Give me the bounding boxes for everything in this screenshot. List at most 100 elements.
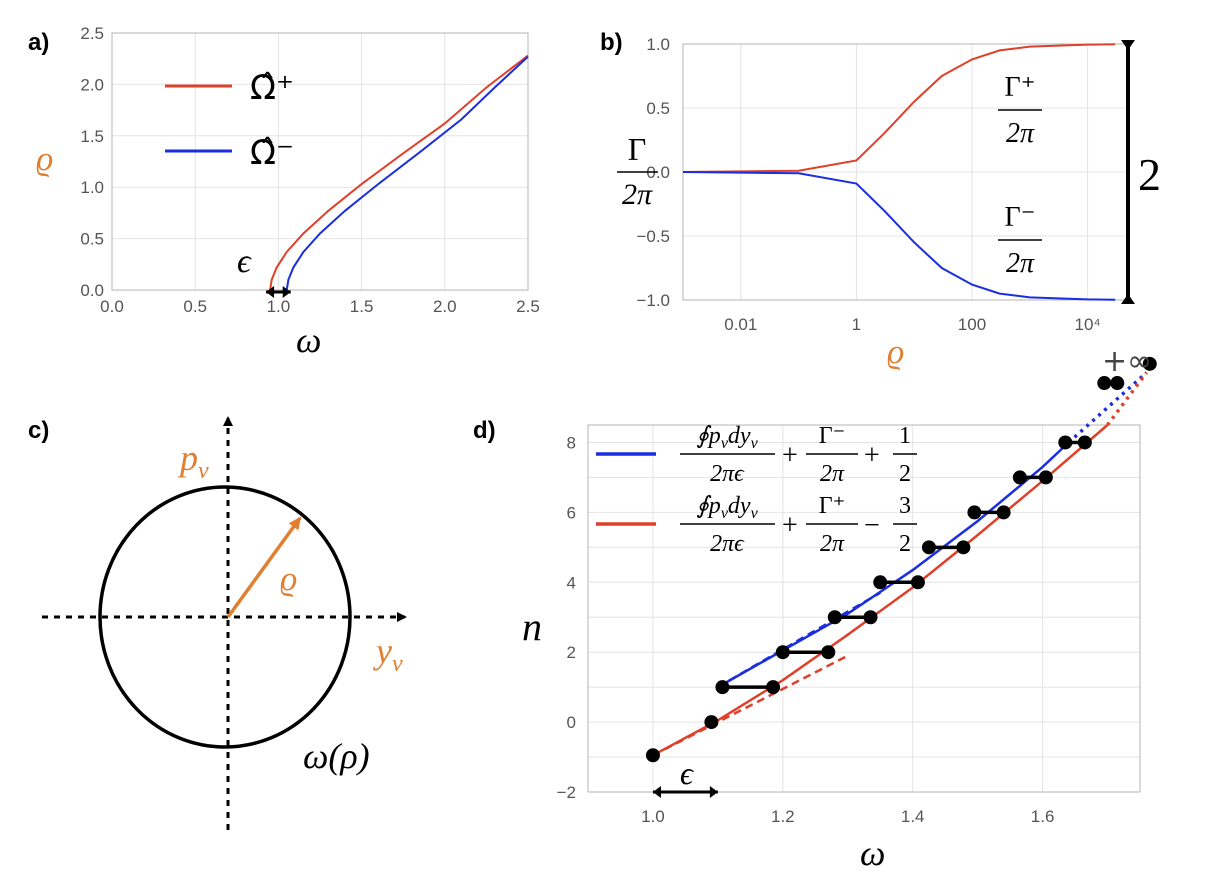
d-epsilon-bracket-right-cap [709, 786, 718, 798]
d-series-red-dotted [1106, 371, 1148, 427]
d-legend-gamma-den: 2π [820, 461, 845, 487]
d-ytick: 6 [567, 503, 576, 522]
rho-label: ϱ [280, 561, 297, 598]
d-legend-const-den: 2 [899, 531, 911, 557]
d-ytick: −2 [557, 783, 576, 802]
a-ytick: 2.0 [80, 75, 104, 94]
d-step-point [921, 540, 936, 555]
d-step-point [863, 610, 878, 625]
d-legend-sign: + [864, 440, 880, 471]
b-ytick: 1.0 [646, 35, 670, 54]
b-ytick: 0.0 [646, 163, 670, 182]
a-ytick: 1.0 [80, 178, 104, 197]
d-step-point [1077, 435, 1092, 450]
d-step-point [1012, 470, 1027, 485]
a-frame [111, 32, 529, 291]
d-point [645, 748, 660, 763]
d-series-blue-dashed [717, 591, 881, 689]
a-legend-label: Ω̂⁻ [250, 133, 294, 173]
d-epsilon-bracket-left-cap [652, 786, 661, 798]
b-xtick: 0.01 [724, 315, 757, 334]
a-xtick: 2.0 [433, 297, 457, 316]
d-series-red-dashed [652, 654, 849, 757]
b-xtick: 10⁴ [1074, 315, 1100, 334]
d-step-point [821, 645, 836, 660]
a-ylabel: ϱ [36, 141, 53, 178]
a-xtick: 0.5 [183, 297, 207, 316]
d-frame [587, 424, 1141, 793]
d-step-point [775, 645, 790, 660]
a-xtick: 2.5 [516, 297, 540, 316]
d-series-red [652, 424, 1109, 757]
a-epsilon-bracket-right-cap [282, 286, 291, 298]
b-ylabel-num: Γ [628, 131, 647, 167]
d-step-point [1058, 435, 1073, 450]
d-legend-integral-num: ∮pvdyv [696, 423, 758, 452]
a-series-minus [285, 55, 529, 291]
panel-label-a: a) [28, 29, 49, 56]
d-ytick: 0 [567, 713, 576, 732]
d-legend-sign: − [864, 510, 880, 541]
d-step-point [996, 505, 1011, 520]
d-ytick: 4 [567, 573, 576, 592]
panel-d-chart: 1.0 1.2 1.4 1.6−202468+∞nωϵ∮pvdyv2πϵ+Γ⁻2π+1… [522, 344, 1157, 873]
panel-label-d: d) [473, 417, 496, 444]
b-series-minus [682, 171, 1116, 301]
b-xtick: 100 [958, 315, 986, 334]
omega-rho-label: ω(ρ) [303, 736, 370, 776]
a-ytick: 0.5 [80, 230, 104, 249]
a-epsilon-bracket-left-cap [266, 286, 275, 298]
d-ytick: 2 [567, 643, 576, 662]
b-ytick: −1.0 [636, 291, 670, 310]
b-ylabel-den: 2π [622, 178, 653, 211]
d-infinity-point [1110, 376, 1125, 391]
panel-label-c: c) [28, 417, 49, 444]
b-bracket-bottom-cap [1121, 294, 1135, 304]
d-legend-plus: + [782, 510, 798, 541]
d-step-point [873, 575, 888, 590]
rho-arrow [226, 516, 302, 619]
d-legend-gamma-den: 2π [820, 531, 845, 557]
d-legend-const-num: 3 [899, 493, 911, 519]
a-ytick: 1.5 [80, 127, 104, 146]
a-xlabel: ω [296, 320, 321, 360]
d-infinity-label: +∞ [1102, 344, 1152, 379]
a-ytick: 2.5 [80, 24, 104, 43]
d-infinity-point [1142, 356, 1157, 371]
b-series-label-num: Γ⁻ [1005, 202, 1036, 233]
b-series-label-den: 2π [1006, 118, 1035, 149]
d-legend-integral-num: ∮pvdyv [696, 493, 758, 522]
a-xtick: 1.5 [350, 297, 374, 316]
d-step-point [715, 680, 730, 695]
a-series-plus [269, 54, 529, 291]
b-bracket-label: 2 [1138, 149, 1161, 200]
p-v-label: pv [177, 438, 209, 484]
d-xtick: 1.2 [771, 807, 795, 826]
d-step-point [956, 540, 971, 555]
b-bracket-top-cap [1121, 40, 1135, 50]
panel-a-chart: 0.0 0.5 1.0 1.5 2.0 2.5 0.0 0.5 1.0 1.5 2.0 2.5 Ω̂⁺ Ω… [36, 24, 540, 360]
a-legend-label: Ω̂⁺ [250, 68, 294, 108]
d-xlabel: ω [860, 833, 885, 873]
a-xtick: 0.0 [100, 297, 124, 316]
d-ytick: 8 [567, 433, 576, 452]
d-legend-const-num: 1 [899, 423, 911, 449]
d-legend-gamma-num: Γ⁺ [819, 493, 846, 519]
b-series-label-num: Γ⁺ [1005, 72, 1036, 103]
a-xtick: 1.0 [267, 297, 291, 316]
b-ytick: −0.5 [636, 227, 670, 246]
panel-label-b: b) [600, 29, 623, 56]
b-ytick: 0.5 [646, 99, 670, 118]
y-v-label: yv [373, 631, 403, 677]
d-legend-integral-den: 2πϵ [710, 531, 745, 557]
d-legend-integral-den: 2πϵ [710, 461, 745, 487]
d-point [704, 715, 719, 730]
d-step-point [827, 610, 842, 625]
b-xtick: 1 [852, 315, 861, 334]
panel-b-chart: 0.01 1 100 10⁴ 1.0 0.5 0.0 −0.5 −1.0 Γ 2π Γ⁺ 2π Γ⁻ 2π ϱ… [617, 35, 1161, 371]
d-step-point [910, 575, 925, 590]
d-series-blue-dotted [1067, 371, 1148, 444]
d-step-point [766, 680, 781, 695]
d-legend-plus: + [782, 440, 798, 471]
d-xtick: 1.0 [641, 807, 665, 826]
